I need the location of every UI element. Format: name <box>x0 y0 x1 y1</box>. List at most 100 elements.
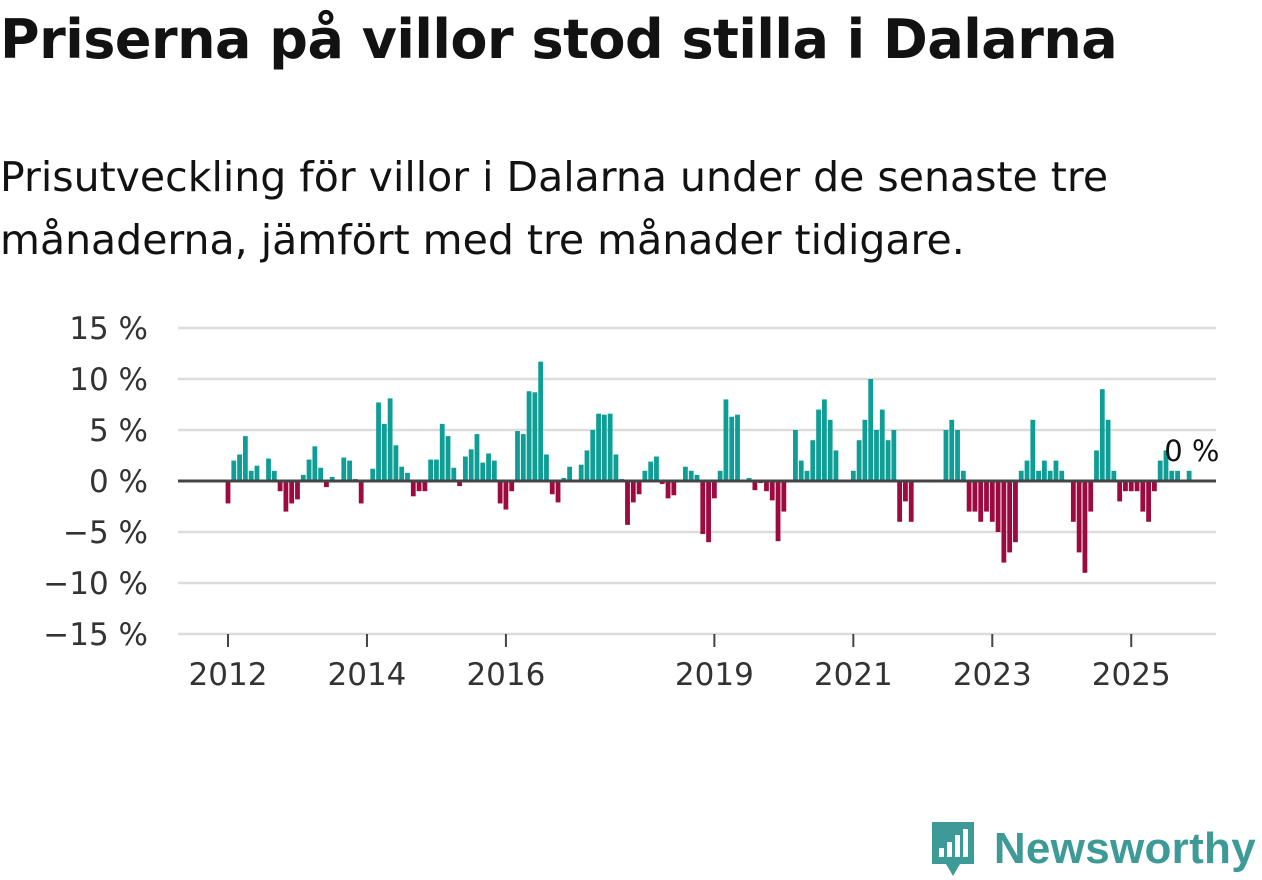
bar <box>306 459 312 481</box>
bar <box>538 361 544 481</box>
bar <box>544 454 549 481</box>
bar <box>1024 460 1030 481</box>
bar <box>856 440 862 481</box>
bar <box>1146 481 1152 522</box>
bar <box>1123 481 1128 492</box>
bar <box>266 458 271 481</box>
bar <box>827 419 833 481</box>
bar <box>503 481 509 510</box>
bar <box>810 440 816 481</box>
bar <box>989 481 995 522</box>
bar <box>752 481 758 491</box>
bar <box>1140 481 1146 512</box>
bar <box>289 481 295 504</box>
bar <box>607 413 613 481</box>
bar <box>775 481 781 542</box>
bar <box>1186 470 1192 481</box>
x-axis: 2012 2014 2016 2019 2021 2023 2025 <box>189 634 1171 693</box>
bar <box>1053 460 1059 481</box>
bar <box>984 481 989 512</box>
bar <box>874 430 879 481</box>
bar <box>549 481 555 495</box>
bar <box>1152 481 1157 492</box>
bar <box>1001 481 1007 563</box>
bar <box>237 454 242 481</box>
bar-chart: 15 %10 %5 %0 %−5 %−10 %−15 % 2012 2014 201… <box>43 311 1219 693</box>
bar <box>613 454 619 481</box>
bar <box>1163 450 1169 481</box>
bar <box>746 477 752 481</box>
bar <box>1094 450 1099 481</box>
bar <box>1088 481 1094 512</box>
bar <box>897 481 903 522</box>
bar <box>648 461 654 481</box>
bar <box>561 477 567 481</box>
bar <box>879 409 885 481</box>
bar <box>793 430 798 481</box>
bar <box>711 481 717 499</box>
bar <box>642 470 648 481</box>
bar <box>468 449 474 481</box>
bar <box>781 481 787 512</box>
bar <box>457 481 462 487</box>
bar <box>410 481 416 497</box>
x-tick-label: 2019 <box>675 657 754 693</box>
bar <box>376 402 381 481</box>
bar <box>567 466 573 481</box>
y-tick-label: 15 % <box>69 311 148 347</box>
bar <box>665 481 671 499</box>
y-tick-label: −15 % <box>43 617 148 653</box>
bar <box>1128 481 1134 492</box>
bar <box>700 481 706 535</box>
bar <box>1157 460 1163 481</box>
bar <box>659 481 665 485</box>
bar <box>601 414 607 481</box>
bar <box>399 466 405 481</box>
bar <box>1013 481 1018 543</box>
bar <box>526 391 532 481</box>
x-tick-label: 2016 <box>466 657 545 693</box>
annotations: 0 % <box>1164 434 1219 468</box>
x-tick-label: 2012 <box>189 657 268 693</box>
bar <box>1105 419 1111 481</box>
bar <box>769 481 775 501</box>
newsworthy-logo-text: Newsworthy <box>993 824 1256 873</box>
bar <box>735 414 740 481</box>
bar <box>451 467 457 481</box>
bar <box>347 460 352 481</box>
bar <box>1169 470 1175 481</box>
bar <box>393 445 399 481</box>
bar <box>248 470 254 481</box>
bar <box>903 481 908 502</box>
bar <box>1059 470 1065 481</box>
bar <box>381 423 387 481</box>
bar <box>1175 470 1180 481</box>
latest-value-label: 0 % <box>1164 434 1219 468</box>
bar <box>1036 470 1041 481</box>
bar <box>885 440 891 481</box>
bar <box>416 481 422 492</box>
bar <box>1007 481 1013 553</box>
bar <box>949 419 955 481</box>
bar <box>318 467 324 481</box>
x-tick-label: 2025 <box>1092 657 1171 693</box>
bar <box>1047 470 1053 481</box>
bar <box>491 460 497 481</box>
bar <box>636 481 642 495</box>
bar <box>242 436 248 481</box>
bar <box>1117 481 1123 502</box>
bar <box>590 430 596 481</box>
bar <box>972 481 978 512</box>
bar <box>300 474 306 481</box>
bar <box>717 470 723 481</box>
bar <box>462 456 468 481</box>
bar <box>474 434 480 481</box>
bar <box>978 481 984 522</box>
bar <box>723 399 729 481</box>
bar <box>428 459 434 481</box>
bar <box>1134 481 1140 492</box>
bar <box>630 481 636 503</box>
y-axis-labels: 15 % 10 % 5 % 0 % −5 % −10 % −15 % <box>43 311 148 653</box>
bar <box>358 481 364 504</box>
bar <box>1099 389 1105 481</box>
